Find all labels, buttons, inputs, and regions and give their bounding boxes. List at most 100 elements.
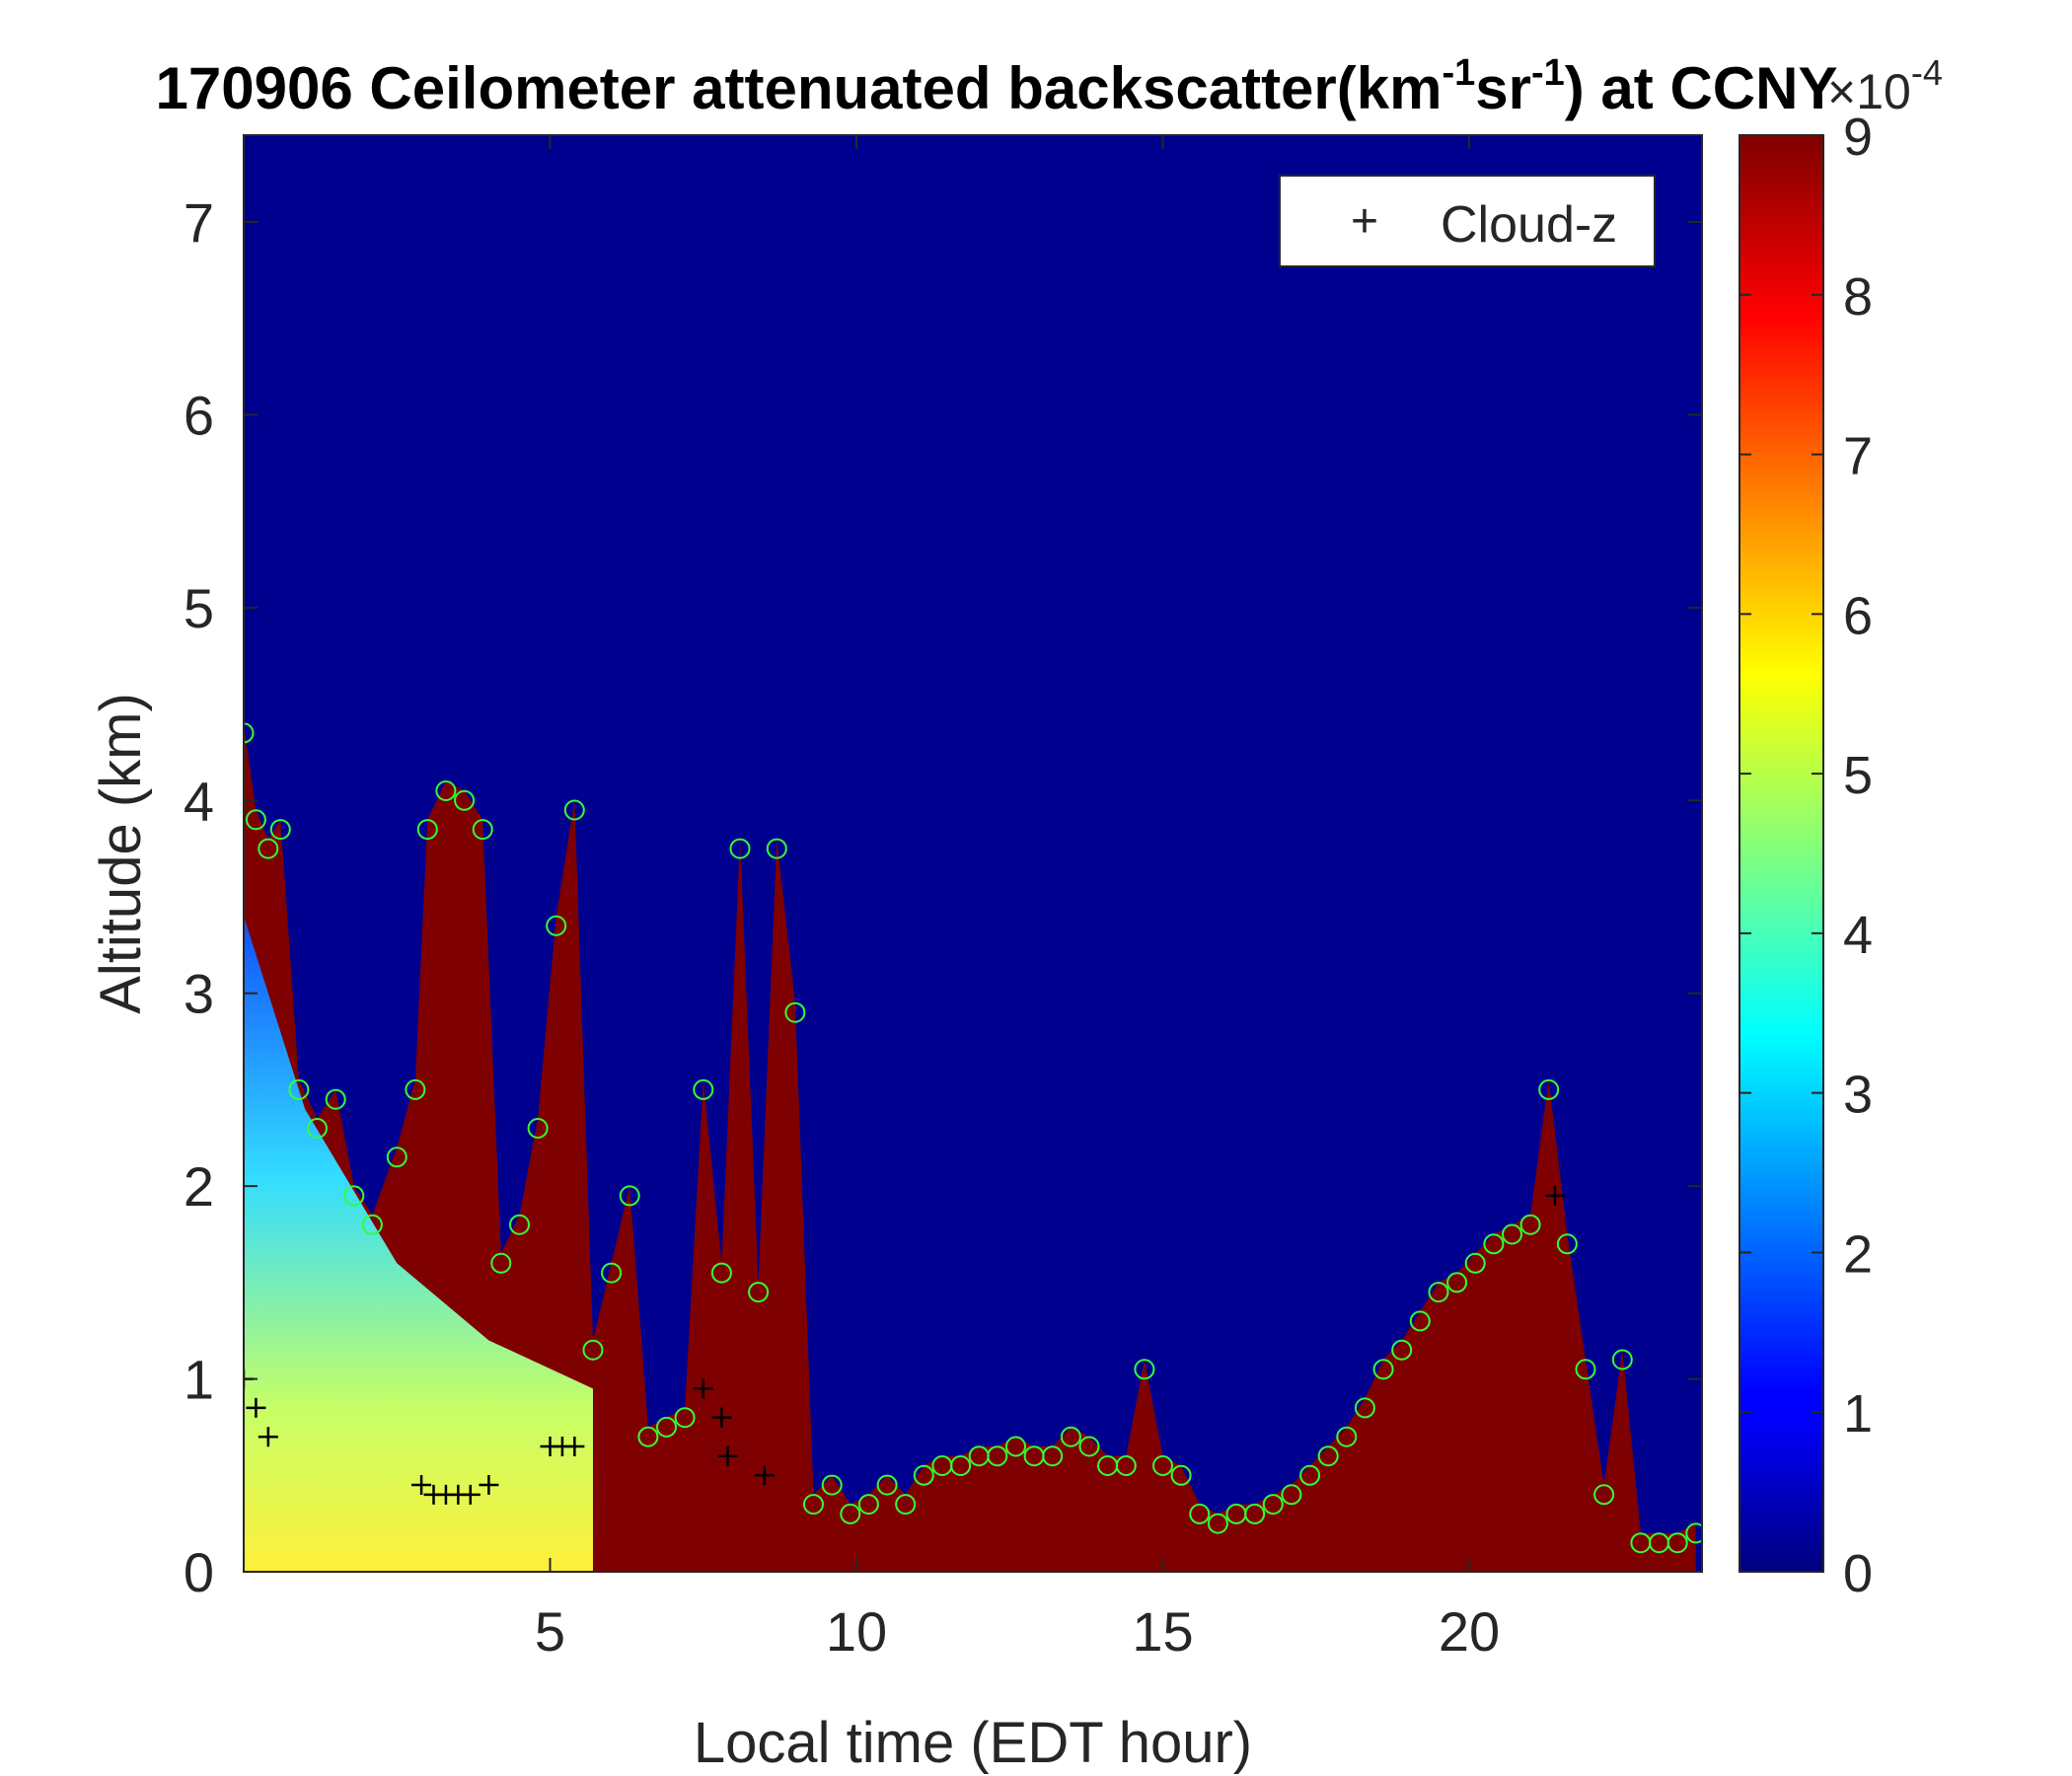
pbl-point: [1078, 1436, 1100, 1457]
pbl-point: [288, 1078, 310, 1100]
x-axis-label: Local time (EDT hour): [694, 1711, 1252, 1775]
pbl-point: [546, 915, 567, 936]
pbl-point: [1244, 1503, 1266, 1524]
pbl-point: [454, 789, 476, 811]
pbl-point: [325, 1088, 346, 1110]
cloud-base-point: [246, 1397, 266, 1418]
pbl-point: [674, 1407, 696, 1429]
pbl-point: [601, 1262, 623, 1284]
colorbar-tick-label: 3: [1843, 1066, 1873, 1125]
pbl-point: [472, 819, 493, 841]
plot-area: [244, 135, 1702, 1572]
aerosol-layer-fill: [244, 723, 1696, 1572]
cloud-base-point: [754, 1465, 775, 1486]
pbl-point: [729, 838, 751, 859]
y-axis: 0 1 2 3 4 5 6 7: [184, 191, 1702, 1603]
y-tick-label: 1: [184, 1349, 214, 1411]
pbl-point: [857, 1494, 879, 1516]
pbl-point: [656, 1416, 677, 1438]
pbl-point: [1042, 1445, 1064, 1467]
pbl-height-series: [244, 722, 1702, 1554]
pbl-point: [1519, 1214, 1541, 1235]
plot-frame: [243, 134, 1703, 1573]
cloud-base-point: [460, 1484, 481, 1505]
pbl-point: [1483, 1233, 1505, 1255]
title-mid: sr: [1475, 55, 1531, 121]
x-tick-label: 5: [535, 1600, 565, 1663]
title-prefix: 170906 Ceilometer attenuated backscatter…: [156, 55, 1443, 121]
pbl-point: [1170, 1464, 1192, 1486]
colorbar-gradient: [1739, 134, 1824, 1573]
colorbar-tick-label: 2: [1843, 1224, 1873, 1284]
pbl-point: [1391, 1339, 1413, 1361]
pbl-point: [784, 1001, 806, 1023]
x-tick-label: 20: [1439, 1600, 1500, 1663]
pbl-point: [1299, 1464, 1321, 1486]
pbl-point: [416, 819, 438, 841]
pbl-point: [987, 1445, 1008, 1467]
y-tick-label: 5: [184, 577, 214, 639]
y-tick-label: 6: [184, 384, 214, 446]
pbl-point: [821, 1474, 843, 1496]
pbl-point: [386, 1147, 407, 1168]
cloud-base-point: [411, 1475, 432, 1496]
pbl-point: [269, 819, 291, 841]
pbl-point: [710, 1262, 732, 1284]
cloud-base-point: [1544, 1185, 1565, 1206]
x-axis: 5 10 15 20: [535, 135, 1500, 1663]
pbl-point: [1207, 1513, 1228, 1534]
pbl-point: [1372, 1359, 1394, 1380]
colorbar-scale-base: ×10: [1827, 64, 1911, 119]
pbl-point: [1593, 1484, 1615, 1506]
cloud-base-point: [711, 1407, 732, 1428]
pbl-point: [1189, 1503, 1211, 1524]
pbl-point: [435, 780, 457, 801]
pbl-point: [1666, 1532, 1688, 1554]
y-tick-label: 7: [184, 191, 214, 254]
cloud-base-point: [479, 1475, 499, 1496]
colorbar-tick-label: 1: [1843, 1384, 1873, 1443]
pbl-point: [766, 838, 787, 859]
title-sup-1: -1: [1442, 52, 1475, 94]
legend: + Cloud-z: [1279, 175, 1656, 267]
pbl-point: [1262, 1494, 1284, 1516]
pbl-point: [258, 838, 279, 859]
pbl-point: [619, 1185, 640, 1207]
pbl-point: [582, 1339, 604, 1361]
pbl-point: [1464, 1252, 1486, 1274]
chart-title: 170906 Ceilometer attenuated backscatter…: [156, 52, 1838, 121]
colorbar-tick-label: 8: [1843, 267, 1873, 327]
pbl-point: [1556, 1233, 1578, 1255]
pbl-point: [244, 722, 255, 744]
pbl-point: [803, 1494, 824, 1516]
pbl-point: [1611, 1349, 1633, 1370]
pbl-point: [343, 1185, 365, 1207]
y-tick-label: 3: [184, 963, 214, 1025]
pbl-point: [245, 809, 266, 831]
colorbar-scale-exp: -4: [1911, 52, 1943, 93]
pbl-point: [950, 1455, 972, 1476]
nocturnal-boundary-layer: [244, 916, 593, 1572]
pbl-point: [1281, 1484, 1302, 1506]
pbl-point: [1336, 1426, 1358, 1447]
pbl-point: [693, 1078, 714, 1100]
pbl-point: [509, 1214, 530, 1235]
cloud-base-point: [564, 1436, 585, 1456]
colorbar-scale: ×10-4: [1827, 52, 1943, 119]
pbl-point: [1317, 1445, 1339, 1467]
colorbar: 0 1 2 3 4 5 6 7 8 9 ×10-4: [1739, 52, 1943, 1603]
cloud-base-point: [693, 1378, 713, 1399]
pbl-point: [1538, 1078, 1560, 1100]
pbl-point: [1354, 1397, 1375, 1419]
legend-marker-cloud-z: +: [1351, 195, 1378, 248]
x-tick-label: 15: [1132, 1600, 1193, 1663]
legend-label-cloud-z: Cloud-z: [1441, 196, 1617, 254]
pbl-point: [1502, 1223, 1522, 1245]
pbl-point: [1428, 1282, 1449, 1303]
cloud-base-point: [258, 1427, 278, 1447]
pbl-point: [1409, 1310, 1431, 1332]
pbl-point: [1115, 1455, 1137, 1476]
pbl-point: [913, 1464, 934, 1486]
colorbar-tick-label: 0: [1843, 1544, 1873, 1603]
pbl-point: [748, 1282, 770, 1303]
